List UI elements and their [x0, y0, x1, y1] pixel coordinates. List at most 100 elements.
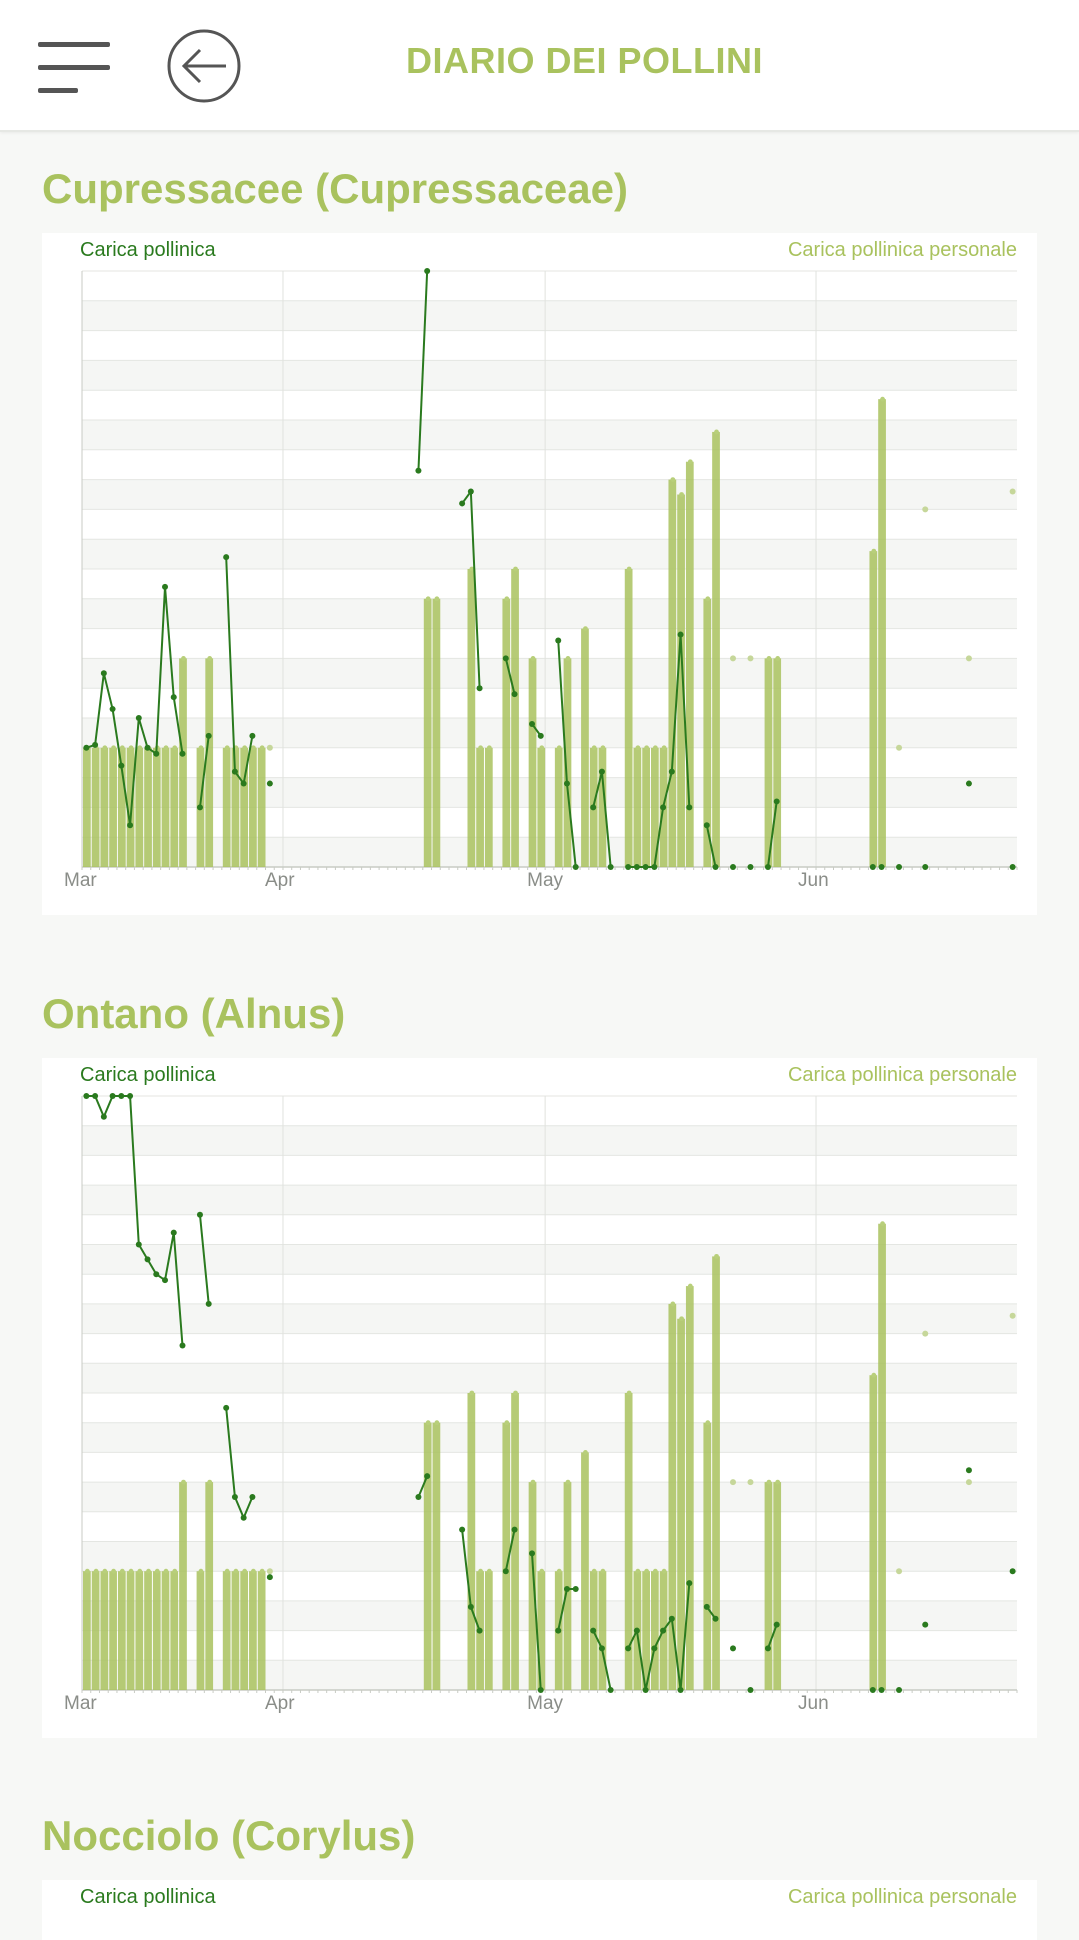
- personal-load-bar: [511, 569, 519, 867]
- pollen-load-line: [766, 801, 778, 868]
- personal-load-dot: [687, 1283, 693, 1289]
- personal-load-bar: [135, 747, 144, 867]
- x-tick-label: Apr: [265, 1693, 295, 1714]
- personal-load-dot: [102, 745, 108, 751]
- pollen-load-point: [712, 1615, 719, 1622]
- pollen-load-point: [764, 1645, 771, 1652]
- personal-load-point: [922, 1330, 929, 1337]
- personal-load-dot: [224, 745, 230, 751]
- pollen-load-point: [633, 1627, 640, 1634]
- personal-load-point: [896, 1568, 903, 1575]
- personal-load-dot: [600, 745, 606, 751]
- personal-load-point: [747, 655, 754, 662]
- personal-load-dot: [670, 477, 676, 482]
- personal-load-dot: [530, 656, 536, 661]
- personal-load-dot: [591, 1568, 597, 1574]
- chart-card-ontano: Carica pollinica Carica pollinica person…: [42, 1058, 1037, 1738]
- pollen-load-point: [135, 1241, 142, 1248]
- personal-load-bar: [83, 747, 91, 867]
- personal-load-dot: [84, 1568, 90, 1574]
- personal-load-dot: [242, 745, 248, 751]
- personal-load-bar: [257, 747, 266, 867]
- personal-load-bar: [703, 598, 712, 867]
- pollen-load-point: [162, 583, 169, 590]
- personal-load-bar: [257, 1571, 266, 1690]
- pollen-load-point: [476, 1627, 483, 1634]
- section-title-nocciolo: Nocciolo (Corylus): [42, 1812, 416, 1859]
- grid-band: [82, 300, 1017, 331]
- personal-load-bar: [712, 1256, 720, 1690]
- pollen-load-point: [660, 804, 667, 811]
- pollen-chart-ontano: Mar Apr May Jun: [64, 1093, 1018, 1714]
- personal-load-dot: [635, 1568, 641, 1574]
- pollen-load-point: [869, 1687, 876, 1693]
- back-arrow-circle-icon[interactable]: [166, 28, 242, 104]
- personal-load-dot: [207, 656, 213, 661]
- pollen-load-point: [878, 864, 885, 870]
- pollen-load-point: [179, 750, 186, 757]
- personal-load-dot: [600, 1568, 606, 1574]
- pollen-load-point: [1009, 1568, 1016, 1575]
- pollen-load-line: [225, 1407, 254, 1521]
- pollen-load-point: [170, 694, 177, 701]
- pollen-load-point: [625, 864, 632, 870]
- hamburger-menu-icon[interactable]: [38, 38, 110, 96]
- personal-load-dot: [224, 1568, 230, 1574]
- x-tick-label: May: [527, 870, 563, 891]
- section-title-cupressacee: Cupressacee (Cupressaceae): [42, 165, 628, 212]
- personal-load-dot: [486, 745, 492, 751]
- personal-load-dot: [871, 1372, 877, 1378]
- personal-load-dot: [154, 1568, 160, 1574]
- personal-load-bar: [554, 747, 563, 867]
- personal-load-bar: [511, 1393, 519, 1690]
- personal-load-dot: [679, 492, 684, 497]
- pollen-load-point: [223, 554, 230, 561]
- pollen-load-point: [83, 1093, 90, 1099]
- personal-load-bar: [83, 1571, 91, 1690]
- personal-load-bar: [650, 747, 659, 867]
- personal-load-bar: [205, 1482, 214, 1690]
- personal-load-bar: [117, 1571, 126, 1690]
- personal-load-bar: [677, 494, 685, 867]
- pollen-load-point: [878, 1687, 885, 1693]
- personal-load-dot: [705, 1420, 711, 1426]
- pollen-load-point: [730, 864, 737, 870]
- personal-load-bar: [537, 747, 546, 867]
- personal-load-bar: [91, 747, 100, 867]
- pollen-load-point: [922, 864, 929, 870]
- grid-band: [82, 1422, 1017, 1453]
- pollen-load-point: [896, 864, 903, 870]
- pollen-load-point: [668, 1615, 675, 1622]
- pollen-load-point: [607, 1687, 614, 1693]
- pollen-load-line: [417, 270, 429, 471]
- personal-load-dot: [163, 745, 169, 751]
- pollen-load-point: [83, 744, 90, 751]
- pollen-load-point: [223, 1404, 230, 1411]
- personal-load-bar: [563, 1482, 572, 1690]
- pollen-load-point: [205, 1300, 212, 1307]
- personal-load-bar: [484, 1571, 493, 1690]
- pollen-load-point: [896, 1687, 903, 1693]
- pollen-load-point: [712, 864, 719, 870]
- pollen-load-point: [922, 1621, 929, 1628]
- personal-load-dot: [434, 596, 440, 602]
- x-tick-label: Jun: [798, 1693, 829, 1714]
- pollen-load-point: [135, 715, 142, 721]
- pollen-load-point: [144, 744, 151, 751]
- grid-band: [82, 1541, 1017, 1572]
- personal-load-bar: [126, 1571, 135, 1690]
- pollen-load-point: [127, 1093, 134, 1099]
- personal-load-bar: [222, 747, 231, 867]
- section-title-ontano: Ontano (Alnus): [42, 990, 346, 1037]
- legend-carica-pollinica: Carica pollinica: [80, 239, 216, 261]
- personal-load-bar: [205, 658, 214, 867]
- personal-load-dot: [478, 745, 483, 751]
- personal-load-dot: [644, 745, 650, 751]
- pollen-load-point: [511, 691, 518, 698]
- pollen-load-line: [225, 557, 254, 787]
- pollen-load-point: [266, 1574, 273, 1581]
- personal-load-bar: [179, 658, 187, 867]
- personal-load-point: [266, 744, 273, 751]
- x-tick-label: Apr: [265, 870, 295, 891]
- grid-band: [82, 598, 1017, 629]
